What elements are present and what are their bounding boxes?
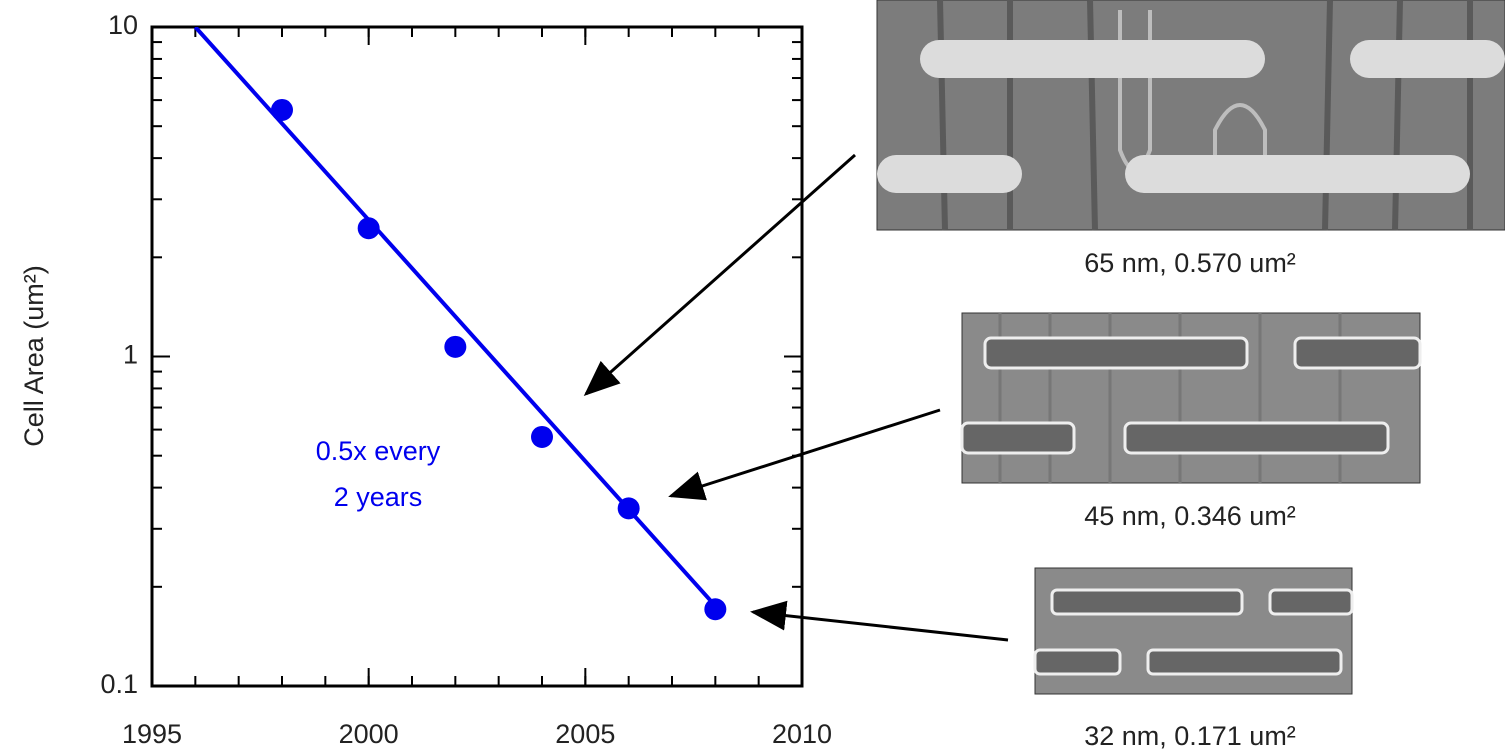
sem-image-32nm (1035, 568, 1352, 694)
annotation: 2 years (334, 482, 423, 512)
y-tick-label: 1 (123, 340, 138, 370)
annotation: 0.5x every (316, 436, 441, 466)
caption: 32 nm, 0.171 um² (1084, 721, 1296, 751)
caption: 65 nm, 0.570 um² (1084, 248, 1296, 278)
sem-image-65nm (877, 0, 1505, 230)
data-point (444, 336, 466, 358)
x-tick-label: 1995 (122, 719, 182, 749)
y-axis-label: Cell Area (um²) (19, 265, 49, 447)
fit-line (195, 27, 715, 606)
data-point (704, 598, 726, 620)
chart: Cell Area (um²) 0.5x every 2 years 65 nm… (0, 0, 1505, 753)
caption: 45 nm, 0.346 um² (1084, 501, 1296, 531)
arrow (671, 410, 940, 496)
y-tick-label: 0.1 (100, 669, 138, 699)
arrow (753, 612, 1008, 640)
sem-image-45nm (962, 313, 1420, 483)
y-tick-label: 10 (108, 10, 138, 40)
plot-frame (152, 27, 802, 686)
arrow (586, 155, 855, 394)
data-point (531, 426, 553, 448)
x-tick-label: 2005 (555, 719, 615, 749)
x-tick-label: 2010 (772, 719, 832, 749)
x-tick-label: 2000 (339, 719, 399, 749)
